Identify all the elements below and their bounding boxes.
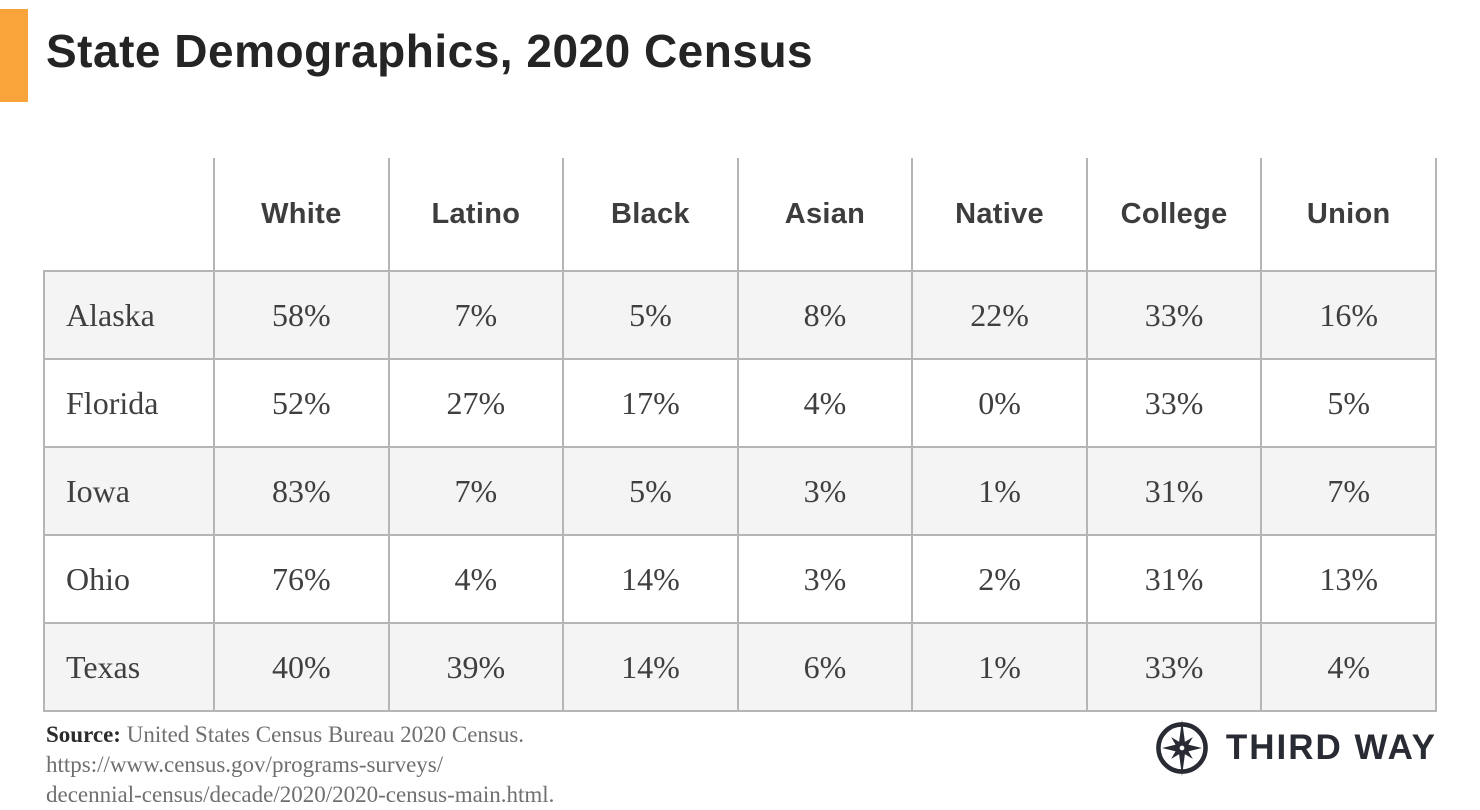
value-cell: 83%	[213, 446, 390, 536]
column-header-asian: Asian	[736, 158, 914, 272]
value-cell: 22%	[911, 270, 1088, 360]
value-cell: 6%	[736, 622, 914, 712]
state-cell: Alaska	[43, 270, 215, 360]
value-cell: 76%	[213, 534, 390, 624]
value-cell: 14%	[562, 534, 739, 624]
demographics-table: White Latino Black Asian Native College …	[43, 158, 1437, 712]
column-header-latino: Latino	[387, 158, 565, 272]
value-cell: 1%	[911, 622, 1088, 712]
header-row: White Latino Black Asian Native College …	[44, 158, 1437, 272]
page-title: State Demographics, 2020 Census	[46, 25, 814, 77]
value-cell: 33%	[1085, 358, 1263, 448]
value-cell: 5%	[562, 270, 739, 360]
value-cell: 17%	[562, 358, 739, 448]
logo-wordmark: THIRD WAY	[1225, 728, 1437, 767]
source-text-line1: United States Census Bureau 2020 Census.…	[46, 722, 525, 777]
column-header-college: College	[1085, 158, 1263, 272]
value-cell: 3%	[736, 534, 914, 624]
source-note: Source: United States Census Bureau 2020…	[46, 720, 806, 810]
demographics-table-container: White Latino Black Asian Native College …	[43, 158, 1437, 712]
value-cell: 5%	[1260, 358, 1437, 448]
value-cell: 5%	[562, 446, 739, 536]
value-cell: 4%	[736, 358, 914, 448]
column-header-union: Union	[1260, 158, 1437, 272]
value-cell: 7%	[387, 270, 565, 360]
value-cell: 1%	[911, 446, 1088, 536]
value-cell: 7%	[387, 446, 565, 536]
value-cell: 58%	[213, 270, 390, 360]
state-cell: Texas	[43, 622, 215, 712]
value-cell: 16%	[1260, 270, 1437, 360]
value-cell: 13%	[1260, 534, 1437, 624]
table-row-iowa: Iowa 83% 7% 5% 3% 1% 31% 7%	[43, 446, 1437, 536]
third-way-logo: THIRD WAY	[1153, 719, 1437, 777]
value-cell: 14%	[562, 622, 739, 712]
value-cell: 7%	[1260, 446, 1437, 536]
value-cell: 8%	[736, 270, 914, 360]
value-cell: 27%	[387, 358, 565, 448]
table-row-alaska: Alaska 58% 7% 5% 8% 22% 33% 16%	[43, 270, 1437, 360]
table-row-ohio: Ohio 76% 4% 14% 3% 2% 31% 13%	[43, 534, 1437, 624]
compass-icon	[1156, 719, 1208, 777]
column-header-black: Black	[562, 158, 739, 272]
column-header-native: Native	[911, 158, 1088, 272]
value-cell: 2%	[911, 534, 1088, 624]
value-cell: 4%	[387, 534, 565, 624]
value-cell: 39%	[387, 622, 565, 712]
corner-cell	[44, 158, 215, 272]
source-label: Source:	[46, 722, 121, 747]
value-cell: 4%	[1260, 622, 1437, 712]
value-cell: 52%	[213, 358, 390, 448]
state-cell: Ohio	[43, 534, 215, 624]
table-row-florida: Florida 52% 27% 17% 4% 0% 33% 5%	[43, 358, 1437, 448]
state-cell: Florida	[43, 358, 215, 448]
value-cell: 3%	[736, 446, 914, 536]
value-cell: 33%	[1085, 270, 1263, 360]
value-cell: 33%	[1085, 622, 1263, 712]
source-text-line2: decennial-census/decade/2020/2020-census…	[46, 782, 555, 807]
column-header-white: White	[213, 158, 390, 272]
value-cell: 40%	[213, 622, 390, 712]
value-cell: 0%	[911, 358, 1088, 448]
state-cell: Iowa	[43, 446, 215, 536]
accent-bar	[0, 9, 28, 102]
value-cell: 31%	[1085, 534, 1263, 624]
table-row-texas: Texas 40% 39% 14% 6% 1% 33% 4%	[43, 622, 1437, 712]
value-cell: 31%	[1085, 446, 1263, 536]
